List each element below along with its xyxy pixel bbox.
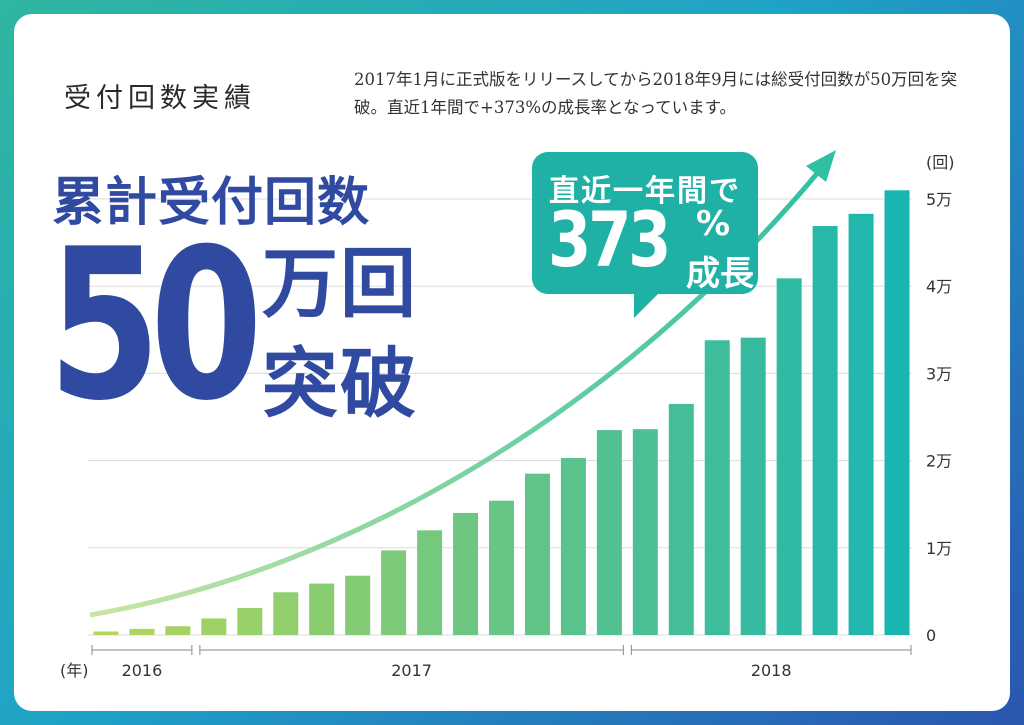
y-tick-label: 1万 [926, 539, 952, 558]
bar [129, 628, 155, 635]
bar [345, 575, 371, 635]
bar [237, 607, 263, 635]
callout-percent: % [696, 204, 731, 244]
bar [165, 626, 191, 635]
big-unit-1: 万回 [262, 239, 418, 328]
trend-arrowhead [806, 150, 836, 182]
bar [524, 473, 550, 635]
bar [884, 190, 910, 635]
callout-suffix: 成長 [686, 254, 754, 294]
y-tick-label: 2万 [926, 452, 952, 471]
bar [632, 429, 658, 635]
year-label: 2018 [751, 661, 792, 680]
bar [740, 337, 766, 635]
bar [596, 430, 622, 635]
y-tick-label: 5万 [926, 190, 952, 209]
description: 2017年1月に正式版をリリースしてから2018年9月には総受付回数が50万回を… [354, 70, 958, 117]
growth-callout: 直近一年間で 373 % 成長 [532, 152, 758, 318]
bar [93, 631, 119, 635]
bar [704, 340, 730, 635]
bar [489, 500, 514, 635]
bar [776, 278, 802, 635]
callout-value: 373 [548, 195, 672, 284]
bar [453, 512, 479, 635]
bar [417, 530, 443, 635]
bar [309, 583, 335, 635]
y-tick-label: 0 [926, 626, 936, 645]
y-tick-label: 3万 [926, 364, 952, 383]
headline: 累計受付回数 [52, 173, 371, 233]
x-unit-label: (年) [60, 661, 89, 680]
year-label: 2016 [122, 661, 163, 680]
section-title: 受付回数実績 [64, 83, 256, 114]
big-unit-2: 突破 [262, 339, 418, 428]
bar [668, 403, 694, 635]
big-number: 50 [48, 205, 263, 447]
bar [201, 618, 227, 635]
bar [812, 226, 838, 636]
y-tick-label: 4万 [926, 277, 952, 296]
bar [381, 550, 407, 635]
callout-line1: 直近一年間で [549, 174, 741, 209]
bar [560, 457, 586, 635]
bar [848, 213, 874, 635]
year-label: 2017 [391, 661, 432, 680]
bar [273, 592, 299, 635]
y-unit-label: (回) [926, 153, 955, 172]
